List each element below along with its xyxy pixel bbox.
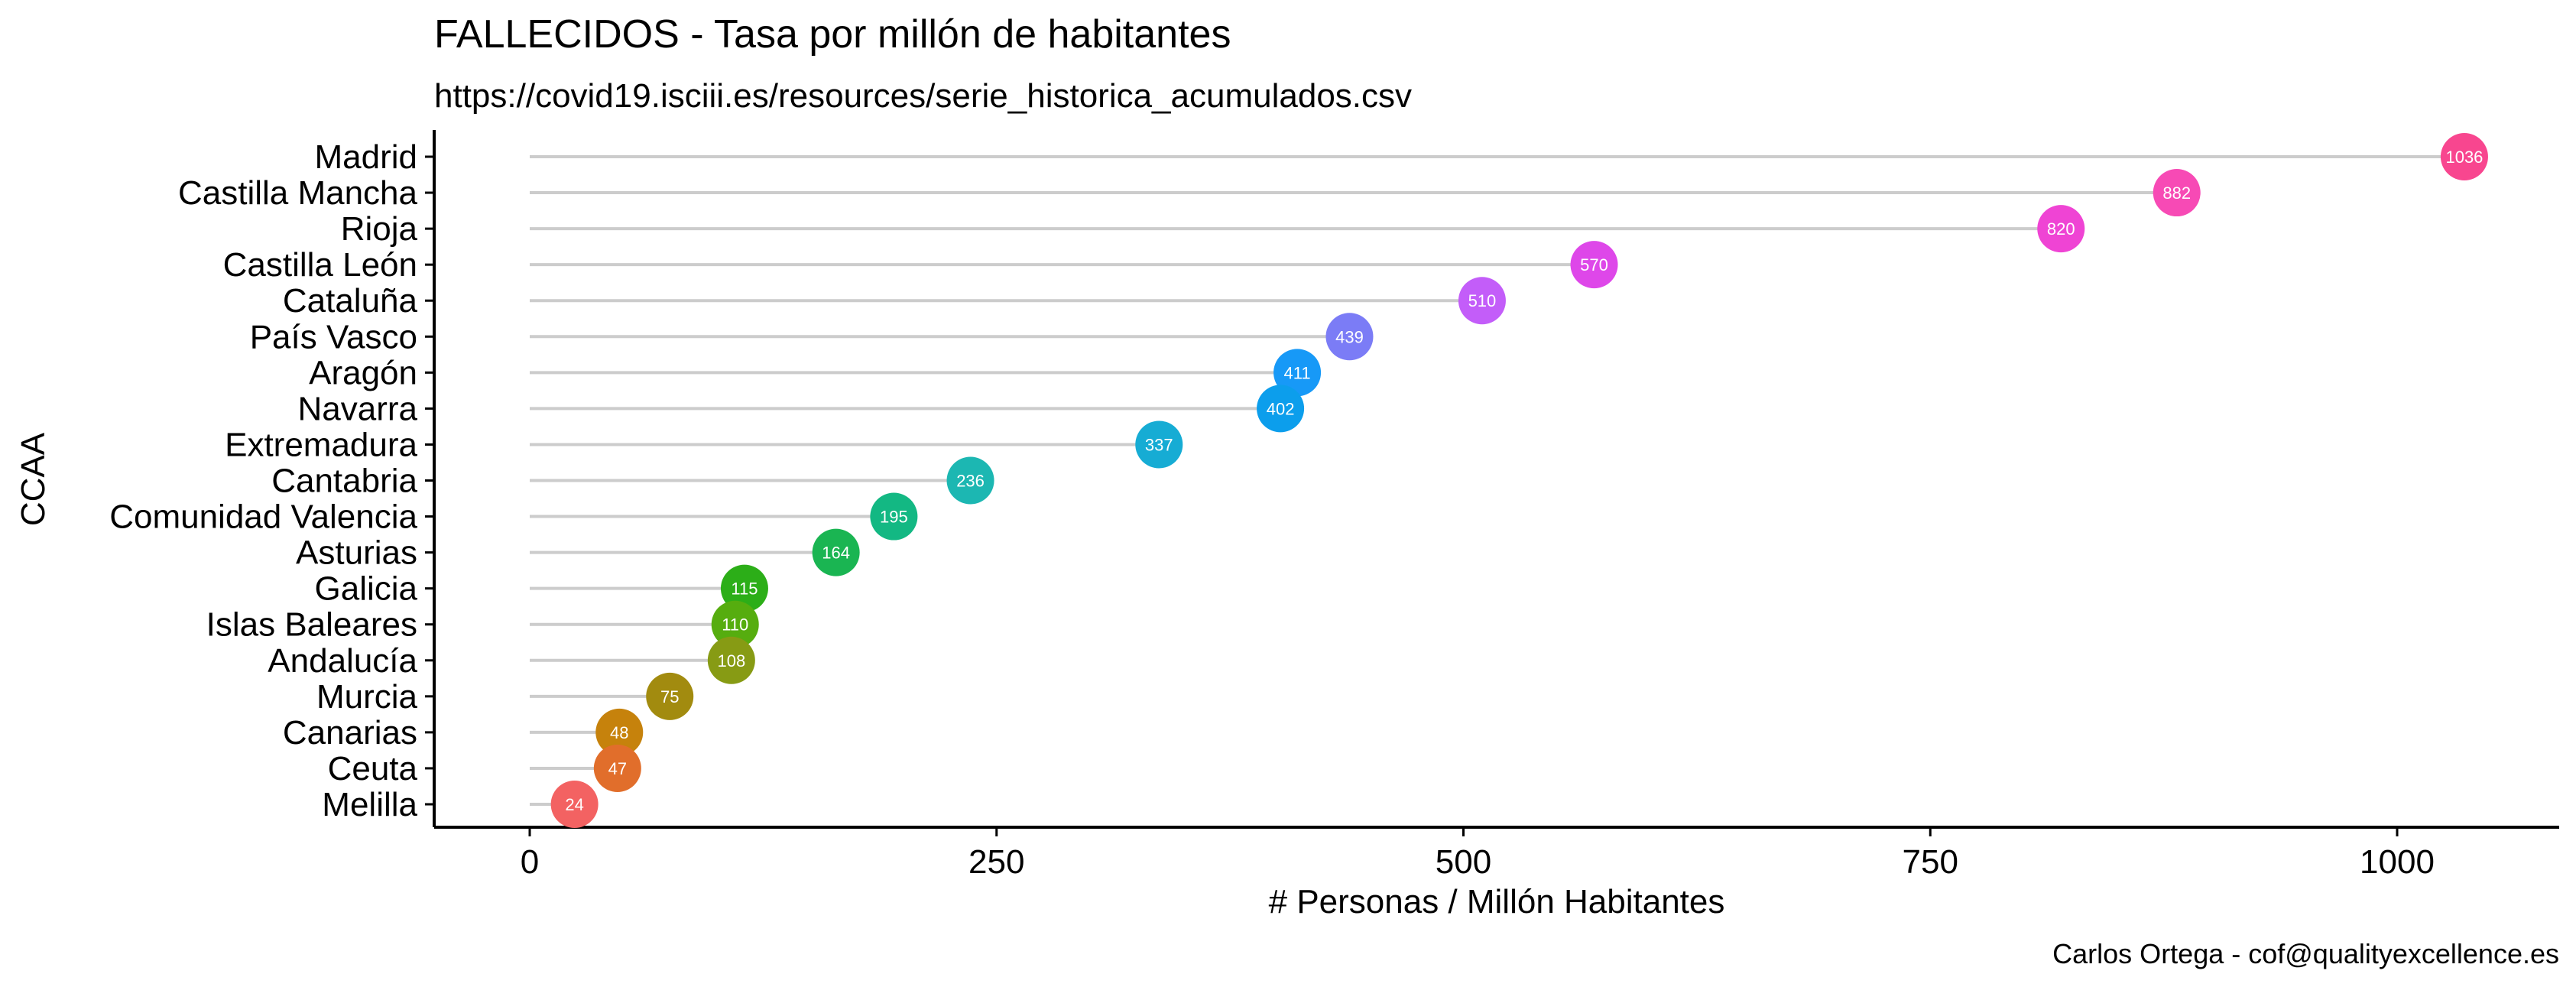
y-tick-label: Madrid [315, 138, 418, 176]
x-tick-label: 250 [968, 843, 1024, 881]
data-point [720, 564, 768, 612]
y-tick-label: Rioja [341, 210, 418, 248]
x-tick-label: 0 [521, 843, 539, 881]
data-point [1458, 277, 1506, 325]
data-label: 110 [722, 615, 748, 635]
y-tick-label: Castilla Mancha [178, 174, 418, 212]
y-tick-label: Aragón [309, 354, 417, 391]
chart-title: FALLECIDOS - Tasa por millón de habitant… [434, 12, 1231, 57]
x-axis-title: # Personas / Millón Habitantes [1269, 883, 1725, 920]
data-label: 1036 [2445, 148, 2483, 167]
data-point [870, 492, 918, 541]
y-tick-label: Murcia [316, 678, 418, 716]
data-point [1325, 313, 1374, 361]
chart-subtitle: https://covid19.isciii.es/resources/seri… [434, 77, 1412, 115]
y-tick-label: Castilla León [223, 246, 417, 284]
data-label: 47 [608, 759, 627, 778]
data-label: 236 [956, 472, 985, 491]
data-label: 115 [731, 580, 758, 599]
y-tick-label: País Vasco [250, 318, 417, 356]
y-tick-label: Cataluña [283, 282, 418, 320]
data-point [595, 708, 644, 756]
data-label: 882 [2162, 183, 2191, 203]
data-label: 75 [660, 687, 679, 706]
data-label: 510 [1468, 291, 1497, 310]
data-point [1273, 349, 1322, 397]
data-label: 108 [717, 651, 745, 670]
data-point [711, 600, 759, 648]
data-label: 164 [822, 544, 850, 563]
data-point [2153, 169, 2201, 217]
data-point [1257, 385, 1305, 433]
x-tick-label: 500 [1436, 843, 1491, 881]
y-tick-label: Asturias [296, 534, 417, 572]
y-tick-label: Ceuta [328, 750, 418, 787]
data-point [946, 456, 994, 505]
x-tick-label: 1000 [2360, 843, 2435, 881]
data-label: 195 [880, 508, 908, 527]
data-point [812, 528, 860, 576]
y-tick-label: Andalucía [268, 642, 417, 680]
y-tick-label: Islas Baleares [206, 606, 417, 644]
data-label: 402 [1267, 399, 1295, 418]
data-point [593, 744, 641, 792]
data-point [1135, 420, 1183, 469]
data-label: 24 [565, 795, 583, 814]
data-label: 820 [2047, 219, 2075, 239]
data-label: 337 [1145, 435, 1173, 454]
data-point [2037, 205, 2085, 253]
y-tick-label: Galicia [315, 570, 418, 608]
y-axis-title: CCAA [15, 432, 52, 526]
y-tick-label: Navarra [298, 390, 418, 427]
data-point [646, 672, 694, 720]
data-label: 439 [1335, 327, 1364, 346]
y-tick-label: Canarias [283, 714, 417, 752]
data-label: 570 [1580, 255, 1608, 274]
y-tick-label: Cantabria [271, 463, 417, 500]
data-label: 48 [610, 723, 628, 742]
plot-area: 0 250 500 750 1000 Madrid 1036 Castilla Mancha 8… [109, 130, 2559, 881]
y-tick-label: Melilla [322, 786, 417, 823]
data-point [1570, 241, 1618, 289]
data-point [2440, 133, 2488, 180]
x-tick-label: 750 [1903, 843, 1958, 881]
data-point [550, 781, 599, 828]
chart-caption: Carlos Ortega - cof@qualityexcellence.es [2052, 938, 2559, 969]
data-label: 411 [1284, 363, 1311, 382]
y-tick-label: Extremadura [225, 426, 417, 463]
data-point [707, 636, 755, 684]
y-tick-label: Comunidad Valencia [109, 498, 417, 536]
